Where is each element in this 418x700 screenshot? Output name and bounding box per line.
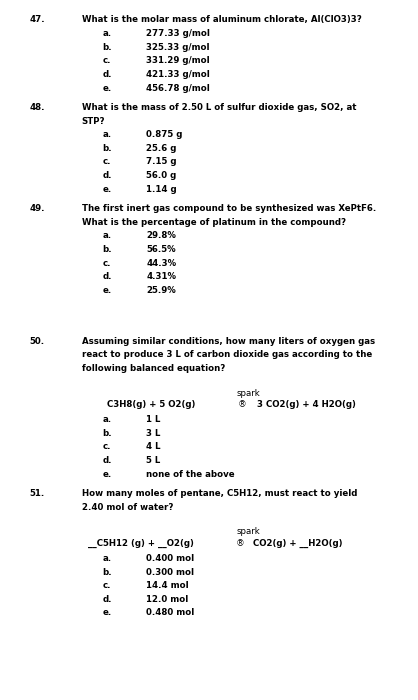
Text: 0.300 mol: 0.300 mol <box>146 568 194 577</box>
Text: 3 CO2(g) + 4 H2O(g): 3 CO2(g) + 4 H2O(g) <box>257 400 356 410</box>
Text: d.: d. <box>102 70 112 79</box>
Text: e.: e. <box>102 608 112 617</box>
Text: Assuming similar conditions, how many liters of oxygen gas: Assuming similar conditions, how many li… <box>82 337 375 346</box>
Text: What is the mass of 2.50 L of sulfur dioxide gas, SO2, at: What is the mass of 2.50 L of sulfur dio… <box>82 103 356 112</box>
Text: b.: b. <box>102 43 112 52</box>
Text: c.: c. <box>102 442 111 452</box>
Text: 25.9%: 25.9% <box>146 286 176 295</box>
Text: d.: d. <box>102 456 112 465</box>
Text: 4.31%: 4.31% <box>146 272 176 281</box>
Text: 29.8%: 29.8% <box>146 231 176 240</box>
Text: b.: b. <box>102 245 112 254</box>
Text: 49.: 49. <box>29 204 45 213</box>
Text: 1.14 g: 1.14 g <box>146 185 177 194</box>
Text: 0.400 mol: 0.400 mol <box>146 554 194 563</box>
Text: react to produce 3 L of carbon dioxide gas according to the: react to produce 3 L of carbon dioxide g… <box>82 350 372 359</box>
Text: 14.4 mol: 14.4 mol <box>146 581 189 590</box>
Text: ®: ® <box>237 400 246 410</box>
Text: 421.33 g/mol: 421.33 g/mol <box>146 70 210 79</box>
Text: 48.: 48. <box>29 103 45 112</box>
Text: spark: spark <box>237 389 260 398</box>
Text: 50.: 50. <box>29 337 44 346</box>
Text: 2.40 mol of water?: 2.40 mol of water? <box>82 503 173 512</box>
Text: 277.33 g/mol: 277.33 g/mol <box>146 29 210 38</box>
Text: d.: d. <box>102 595 112 604</box>
Text: e.: e. <box>102 83 112 92</box>
Text: __C5H12 (g) + __O2(g): __C5H12 (g) + __O2(g) <box>88 539 194 548</box>
Text: 51.: 51. <box>29 489 44 498</box>
Text: d.: d. <box>102 171 112 180</box>
Text: How many moles of pentane, C5H12, must react to yield: How many moles of pentane, C5H12, must r… <box>82 489 357 498</box>
Text: 4 L: 4 L <box>146 442 161 452</box>
Text: c.: c. <box>102 56 111 65</box>
Text: a.: a. <box>102 415 112 424</box>
Text: none of the above: none of the above <box>146 470 235 479</box>
Text: 7.15 g: 7.15 g <box>146 158 177 167</box>
Text: e.: e. <box>102 470 112 479</box>
Text: 56.0 g: 56.0 g <box>146 171 176 180</box>
Text: following balanced equation?: following balanced equation? <box>82 364 225 373</box>
Text: 0.480 mol: 0.480 mol <box>146 608 194 617</box>
Text: 3 L: 3 L <box>146 429 161 438</box>
Text: 5 L: 5 L <box>146 456 161 465</box>
Text: What is the molar mass of aluminum chlorate, Al(ClO3)3?: What is the molar mass of aluminum chlor… <box>82 15 361 24</box>
Text: 25.6 g: 25.6 g <box>146 144 177 153</box>
Text: C3H8(g) + 5 O2(g): C3H8(g) + 5 O2(g) <box>107 400 195 410</box>
Text: 44.3%: 44.3% <box>146 258 176 267</box>
Text: STP?: STP? <box>82 116 105 125</box>
Text: 1 L: 1 L <box>146 415 161 424</box>
Text: d.: d. <box>102 272 112 281</box>
Text: ®: ® <box>236 539 245 548</box>
Text: 331.29 g/mol: 331.29 g/mol <box>146 56 210 65</box>
Text: b.: b. <box>102 144 112 153</box>
Text: What is the percentage of platinum in the compound?: What is the percentage of platinum in th… <box>82 218 346 227</box>
Text: 325.33 g/mol: 325.33 g/mol <box>146 43 210 52</box>
Text: b.: b. <box>102 568 112 577</box>
Text: The first inert gas compound to be synthesized was XePtF6.: The first inert gas compound to be synth… <box>82 204 376 213</box>
Text: 0.875 g: 0.875 g <box>146 130 183 139</box>
Text: a.: a. <box>102 29 112 38</box>
Text: a.: a. <box>102 231 112 240</box>
Text: c.: c. <box>102 258 111 267</box>
Text: 56.5%: 56.5% <box>146 245 176 254</box>
Text: e.: e. <box>102 185 112 194</box>
Text: 47.: 47. <box>29 15 45 24</box>
Text: spark: spark <box>237 527 260 536</box>
Text: e.: e. <box>102 286 112 295</box>
Text: CO2(g) + __H2O(g): CO2(g) + __H2O(g) <box>253 539 342 548</box>
Text: 456.78 g/mol: 456.78 g/mol <box>146 83 210 92</box>
Text: a.: a. <box>102 130 112 139</box>
Text: b.: b. <box>102 429 112 438</box>
Text: c.: c. <box>102 158 111 167</box>
Text: c.: c. <box>102 581 111 590</box>
Text: a.: a. <box>102 554 112 563</box>
Text: 12.0 mol: 12.0 mol <box>146 595 189 604</box>
